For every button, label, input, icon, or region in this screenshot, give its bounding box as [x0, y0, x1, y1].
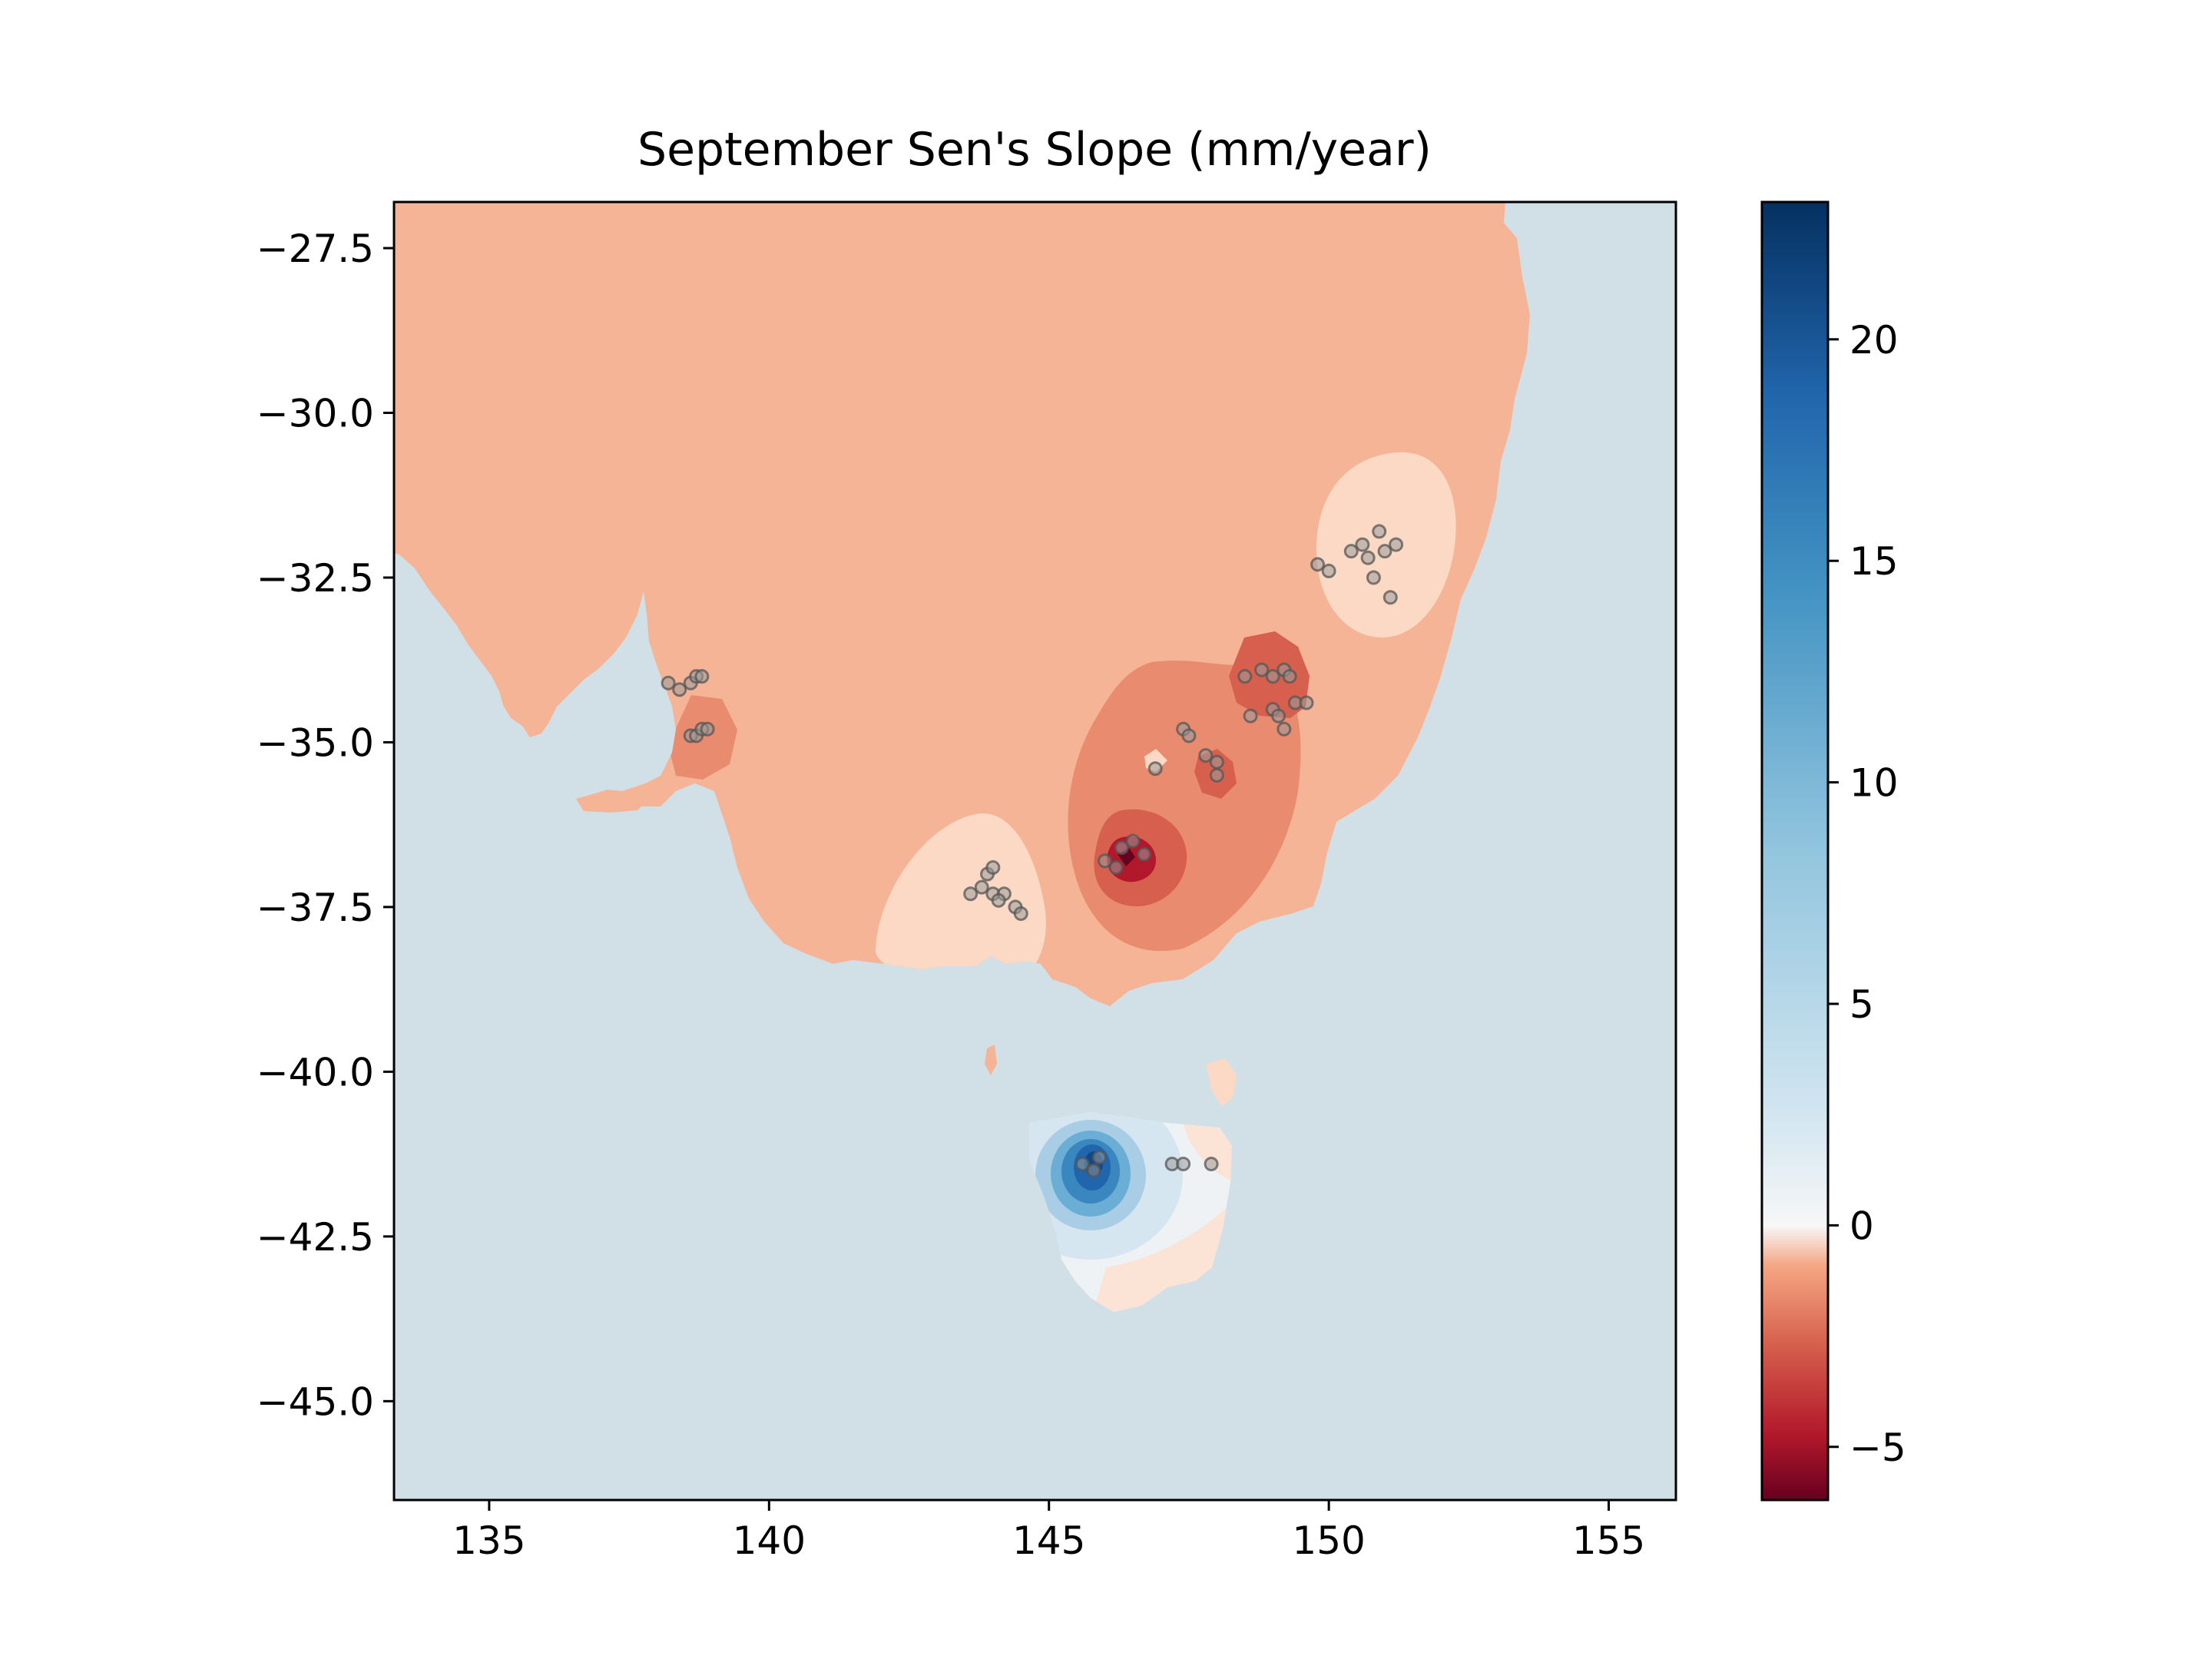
tasmania-east-pale — [1183, 1123, 1232, 1183]
colorbar-tick-label: 0 — [1849, 1204, 1874, 1248]
station-marker — [1366, 570, 1381, 585]
station-marker — [1075, 1156, 1090, 1171]
y-tick-label: −37.5 — [257, 886, 374, 930]
contour-western-victoria-light — [876, 813, 1046, 995]
station-marker — [1237, 669, 1253, 684]
station-marker — [672, 682, 687, 697]
station-marker — [1137, 846, 1152, 862]
station-marker — [1114, 840, 1129, 856]
station-marker — [1108, 859, 1124, 875]
station-marker — [694, 669, 710, 684]
station-marker — [1125, 833, 1141, 849]
station-marker — [661, 675, 676, 690]
chart-title: September Sen's Slope (mm/year) — [637, 123, 1432, 177]
station-marker — [1321, 563, 1336, 578]
station-marker — [1091, 1150, 1107, 1165]
y-tick-label: −27.5 — [257, 227, 374, 271]
station-marker — [1360, 550, 1376, 565]
station-marker — [974, 879, 989, 895]
station-marker — [985, 859, 1001, 875]
colorbar-tick-label: 10 — [1849, 761, 1899, 806]
station-marker — [1243, 708, 1258, 724]
station-marker — [1282, 669, 1297, 684]
station-marker — [1254, 662, 1270, 677]
colorbar-tick-label: 5 — [1849, 982, 1874, 1027]
colorbar-tick-label: 20 — [1849, 318, 1899, 363]
station-marker — [1271, 708, 1286, 724]
colorbar-axis: −5 0 5 10 15 20 — [1828, 318, 1906, 1470]
y-tick-label: −42.5 — [257, 1215, 374, 1260]
station-marker — [1209, 767, 1224, 783]
y-axis: −27.5 −30.0 −32.5 −35.0 −37.5 −40.0 −42.5 −45.0 — [257, 227, 394, 1424]
station-marker — [1277, 721, 1292, 737]
x-tick-label: 150 — [1292, 1518, 1365, 1563]
stations-layer — [661, 524, 1404, 1178]
station-marker — [991, 892, 1006, 908]
plot-area — [394, 202, 1676, 1500]
x-axis: 135 140 145 150 155 — [452, 1500, 1645, 1563]
x-tick-label: 145 — [1012, 1518, 1085, 1563]
y-tick-label: −32.5 — [257, 556, 374, 601]
y-tick-label: −30.0 — [257, 392, 374, 436]
king-island — [985, 1045, 997, 1075]
station-marker — [1181, 728, 1197, 743]
colorbar-tick-label: −5 — [1849, 1426, 1906, 1470]
station-marker — [1176, 1156, 1191, 1171]
station-marker — [1013, 906, 1028, 921]
station-marker — [1355, 537, 1370, 552]
station-marker — [1265, 669, 1280, 684]
colorbar — [1760, 200, 1830, 1502]
station-marker — [1299, 695, 1314, 710]
colorbar-tick-label: 15 — [1849, 539, 1899, 584]
x-tick-label: 135 — [452, 1518, 525, 1563]
station-marker — [1343, 544, 1359, 559]
station-marker — [1204, 1156, 1219, 1171]
kangaroo-island — [576, 791, 649, 813]
station-marker — [1389, 537, 1404, 552]
station-marker — [1098, 853, 1113, 869]
y-tick-label: −40.0 — [257, 1050, 374, 1094]
station-marker — [1372, 524, 1387, 539]
station-marker — [700, 721, 715, 737]
station-marker — [1147, 761, 1163, 777]
y-tick-label: −35.0 — [257, 720, 374, 765]
station-marker — [963, 886, 979, 902]
station-marker — [1209, 754, 1224, 770]
station-marker — [1086, 1163, 1101, 1178]
axes-frame — [392, 200, 1677, 1502]
x-tick-label: 155 — [1572, 1518, 1645, 1563]
station-marker — [1382, 590, 1398, 605]
x-tick-label: 140 — [733, 1518, 806, 1563]
flinders-island — [1206, 1058, 1237, 1106]
y-tick-label: −45.0 — [257, 1379, 374, 1424]
station-marker — [1310, 557, 1326, 572]
station-marker — [1198, 748, 1214, 763]
station-marker — [1377, 544, 1392, 559]
